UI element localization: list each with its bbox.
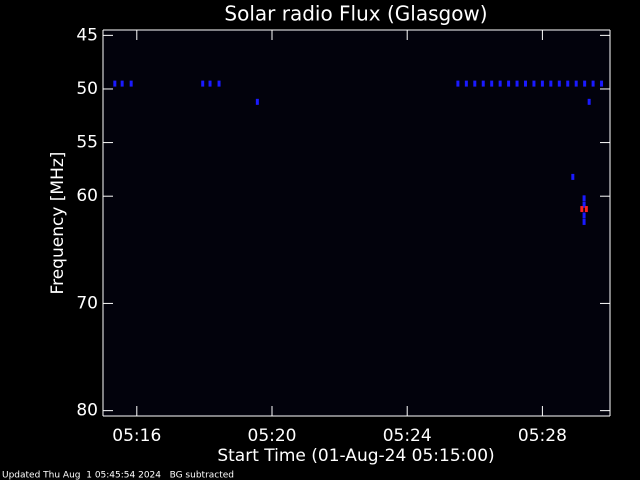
signal-point bbox=[587, 98, 591, 105]
signal-point bbox=[255, 98, 259, 105]
signal-point bbox=[532, 80, 536, 87]
signal-point bbox=[201, 80, 205, 87]
x-tick-label: 05:20 bbox=[248, 426, 297, 446]
signal-point bbox=[498, 80, 502, 87]
signal-point bbox=[464, 80, 468, 87]
signal-point bbox=[557, 80, 561, 87]
signal-point bbox=[584, 206, 588, 213]
x-tick-label: 05:24 bbox=[383, 426, 432, 446]
signal-point bbox=[456, 80, 460, 87]
signal-point bbox=[582, 212, 586, 219]
y-tick-label: 60 bbox=[76, 186, 98, 206]
y-tick-label: 80 bbox=[76, 401, 98, 421]
y-tick-label: 55 bbox=[76, 133, 98, 153]
signal-point bbox=[571, 173, 575, 180]
signal-point bbox=[600, 80, 604, 87]
signal-point bbox=[591, 80, 595, 87]
signal-point bbox=[549, 80, 553, 87]
y-tick-label: 45 bbox=[76, 25, 98, 45]
signal-point bbox=[217, 80, 221, 87]
signal-point bbox=[113, 80, 117, 87]
signal-point bbox=[583, 80, 587, 87]
signal-point bbox=[566, 80, 570, 87]
plot-area bbox=[103, 30, 610, 416]
signal-point bbox=[120, 80, 124, 87]
signal-point bbox=[582, 201, 586, 208]
y-tick-label: 50 bbox=[76, 79, 98, 99]
signal-point bbox=[524, 80, 527, 87]
signal-point bbox=[481, 80, 485, 87]
signal-point bbox=[574, 80, 578, 87]
y-tick-label: 70 bbox=[76, 293, 98, 313]
footer: Updated Thu Aug 1 05:45:54 2024 BG subtr… bbox=[2, 471, 234, 480]
signal-point bbox=[507, 80, 511, 87]
signal-point bbox=[540, 80, 544, 87]
x-axis-label: Start Time (01-Aug-24 05:15:00) bbox=[217, 446, 494, 466]
chart-title: Solar radio Flux (Glasgow) bbox=[224, 2, 487, 26]
signal-point bbox=[580, 206, 584, 213]
signal-point bbox=[208, 80, 212, 87]
frame bbox=[102, 29, 611, 417]
x-tick-label: 05:28 bbox=[518, 426, 567, 446]
signal-point bbox=[129, 80, 133, 87]
y-axis-label: Frequency [MHz] bbox=[48, 152, 68, 295]
x-tick-label: 05:16 bbox=[112, 426, 161, 446]
signal-point bbox=[582, 195, 586, 202]
signal-point bbox=[473, 80, 477, 87]
signal-point bbox=[582, 218, 586, 225]
signal-point bbox=[515, 80, 519, 87]
signal-point bbox=[490, 80, 494, 87]
